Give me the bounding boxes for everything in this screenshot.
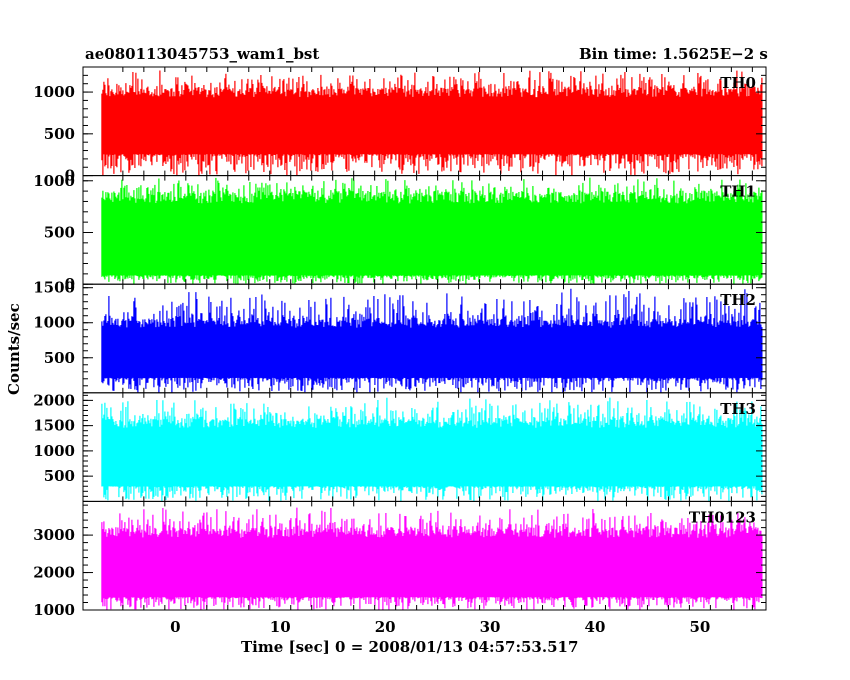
panel-label-th3: TH3 — [720, 400, 756, 418]
x-tick-label: 30 — [480, 618, 501, 636]
y-tick-label: 2000 — [33, 564, 75, 582]
y-tick-label: 500 — [44, 125, 75, 143]
panel-label-th0123: TH0123 — [689, 508, 756, 526]
x-tick-label: 20 — [375, 618, 396, 636]
x-tick-label: 10 — [270, 618, 291, 636]
series-th3 — [101, 397, 763, 502]
y-tick-label: 2000 — [33, 391, 75, 409]
y-tick-label: 1000 — [33, 172, 75, 190]
plot-title: ae080113045753_wam1_bst — [85, 45, 320, 63]
x-tick-label: 40 — [585, 618, 606, 636]
panel-frame-th0123 — [82, 500, 767, 611]
y-tick-label: 1000 — [33, 601, 75, 619]
series-th1 — [101, 177, 763, 285]
y-tick-label: 1500 — [33, 279, 75, 297]
y-tick-label: 1500 — [33, 417, 75, 435]
panel-label-th0: TH0 — [720, 74, 756, 92]
y-tick-label: 500 — [44, 467, 75, 485]
panel-label-th1: TH1 — [720, 183, 756, 201]
series-th0123 — [101, 507, 763, 610]
series-th2 — [101, 288, 763, 393]
x-tick-label: 0 — [170, 618, 180, 636]
series-th0 — [101, 70, 763, 176]
panel-label-th2: TH2 — [720, 291, 756, 309]
y-tick-label: 1000 — [33, 314, 75, 332]
y-tick-label: 500 — [44, 223, 75, 241]
y-tick-label: 1000 — [33, 83, 75, 101]
y-tick-label: 1000 — [33, 442, 75, 460]
x-axis-label: Time [sec] 0 = 2008/01/13 04:57:53.517 — [241, 638, 579, 656]
y-axis-label: Counts/sec — [5, 303, 23, 395]
bin-time-label: Bin time: 1.5625E−2 s — [579, 45, 768, 63]
y-tick-label: 0 — [65, 275, 75, 293]
y-tick-label: 3000 — [33, 526, 75, 544]
x-tick-label: 50 — [689, 618, 710, 636]
y-tick-label: 500 — [44, 349, 75, 367]
y-tick-label: 0 — [65, 167, 75, 185]
